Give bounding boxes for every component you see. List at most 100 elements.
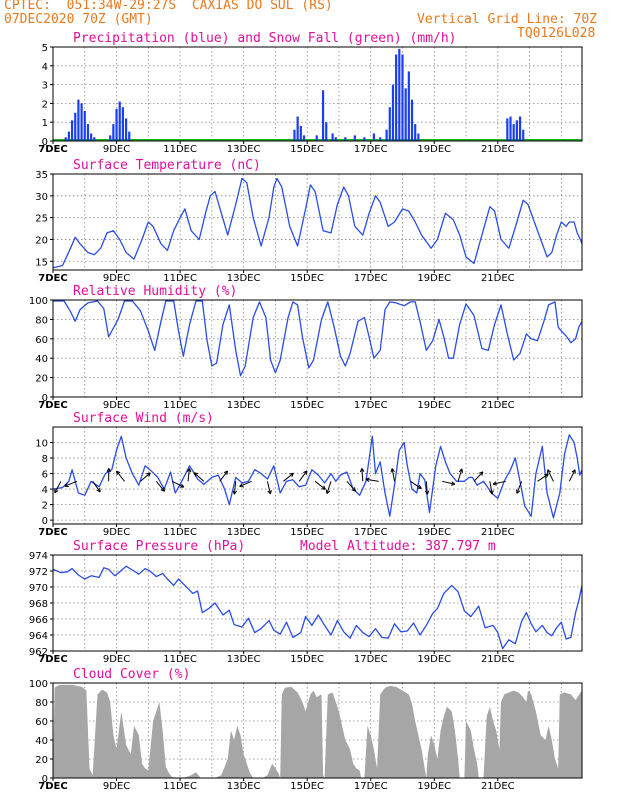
y-tick-label: 8 xyxy=(42,454,48,465)
wind-arrow-head xyxy=(54,488,59,494)
precip-bar xyxy=(296,116,299,141)
y-tick-label: 20 xyxy=(35,374,48,385)
x-tick-label: 11DEC xyxy=(163,273,197,284)
x-tick-label: 13DEC xyxy=(227,273,261,284)
wind-arrow-head xyxy=(64,482,69,488)
x-tick-label: 17DEC xyxy=(354,781,388,792)
wind-arrow-head xyxy=(365,477,370,482)
wind-arrow-head xyxy=(321,485,326,490)
wind-arrow-head xyxy=(106,468,112,473)
y-tick-label: 970 xyxy=(29,583,48,594)
x-tick-label: 13DEC xyxy=(227,654,261,665)
wind-arrow-head xyxy=(458,468,464,473)
x-tick-label: 11DEC xyxy=(163,400,197,411)
precip-bar xyxy=(315,135,318,141)
wind-arrow xyxy=(516,481,523,494)
wind-arrow-head xyxy=(547,469,552,474)
wind-arrow xyxy=(547,469,554,482)
wind-arrow-head xyxy=(193,472,199,477)
wind-arrow-head xyxy=(325,489,331,495)
precip-bar xyxy=(302,135,306,141)
panel-frame xyxy=(52,173,583,271)
y-tick-label: 964 xyxy=(29,631,48,642)
x-tick-label: 7DEC xyxy=(38,654,67,665)
wind-arrow-head xyxy=(232,490,237,495)
precip-bar xyxy=(70,120,74,141)
panel-frame xyxy=(52,299,583,398)
x-tick-label: 21DEC xyxy=(481,654,515,665)
precip-bar xyxy=(90,133,93,141)
wind-arrow-head xyxy=(96,487,101,493)
x-tick-label: 21DEC xyxy=(481,273,515,284)
wind-arrow xyxy=(473,471,484,482)
wind-arrow-head xyxy=(359,468,365,473)
wind-arrow-head xyxy=(424,490,430,495)
x-tick-label: 7DEC xyxy=(38,781,67,792)
x-tick-label: 19DEC xyxy=(417,527,451,538)
panel-title: Surface Wind (m/s) xyxy=(73,411,214,426)
x-tick-label: 7DEC xyxy=(38,273,67,284)
y-tick-label: 60 xyxy=(35,717,48,728)
wind-arrow xyxy=(457,468,463,482)
x-tick-label: 15DEC xyxy=(290,527,324,538)
x-tick-label: 21DEC xyxy=(481,400,515,411)
panel-frame xyxy=(52,426,583,525)
wind-arrow xyxy=(239,480,252,487)
humidity-line xyxy=(53,300,583,377)
x-tick-label: 15DEC xyxy=(290,273,324,284)
precip-bar xyxy=(417,133,420,141)
wind-arrow-head xyxy=(544,473,549,478)
precip-bar xyxy=(398,48,401,141)
wind-line xyxy=(52,434,583,519)
wind-arrow-head xyxy=(489,490,494,495)
precip-bar xyxy=(401,54,404,141)
x-tick-label: 9DEC xyxy=(103,654,130,665)
precip-bar xyxy=(385,129,388,141)
wind-arrow xyxy=(54,481,62,494)
header-model-id: TQ0126L028 xyxy=(517,26,596,41)
wind-arrow xyxy=(365,478,379,482)
wind-arrow xyxy=(537,473,549,482)
wind-arrow-head xyxy=(160,487,166,492)
y-tick-label: 40 xyxy=(35,354,48,365)
precip-bar xyxy=(512,124,515,141)
precip-bar xyxy=(325,122,328,141)
panel-frame xyxy=(52,682,583,779)
x-tick-label: 7DEC xyxy=(38,400,67,411)
wind-arrow xyxy=(391,468,396,482)
wind-arrow-head xyxy=(390,468,395,473)
wind-arrow xyxy=(489,481,493,495)
wind-arrow-head xyxy=(179,483,185,488)
precip-bar xyxy=(391,84,395,141)
x-tick-label: 9DEC xyxy=(103,144,130,155)
x-tick-label: 11DEC xyxy=(163,781,197,792)
x-tick-label: 13DEC xyxy=(227,400,261,411)
precip-bar xyxy=(410,99,414,141)
precip-bar xyxy=(334,137,337,141)
wind-arrow xyxy=(64,480,78,487)
y-tick-label: 100 xyxy=(29,679,48,690)
wind-arrow-head xyxy=(303,470,308,475)
x-tick-label: 21DEC xyxy=(481,144,515,155)
precip-bar xyxy=(363,137,366,141)
precip-bar xyxy=(121,107,124,141)
x-tick-label: 9DEC xyxy=(103,527,130,538)
x-tick-label: 21DEC xyxy=(481,527,515,538)
y-tick-label: 100 xyxy=(29,296,48,307)
x-tick-label: 21DEC xyxy=(481,781,515,792)
wind-arrow xyxy=(171,480,185,488)
precip-bar xyxy=(74,112,77,141)
wind-arrow xyxy=(442,480,455,485)
wind-arrow xyxy=(410,480,422,489)
wind-arrow xyxy=(568,469,576,482)
x-tick-label: 9DEC xyxy=(103,273,130,284)
x-tick-label: 13DEC xyxy=(227,527,261,538)
wind-arrow xyxy=(193,472,205,482)
precip-bar xyxy=(77,99,80,141)
y-tick-label: 1 xyxy=(42,118,48,129)
wind-arrow-head xyxy=(289,472,294,478)
y-tick-label: 35 xyxy=(35,170,48,181)
panel-title: Relative Humidity (%) xyxy=(73,284,237,299)
y-tick-label: 3 xyxy=(42,81,48,92)
header-run-time: 07DEC2020 70Z (GMT) xyxy=(4,12,153,27)
